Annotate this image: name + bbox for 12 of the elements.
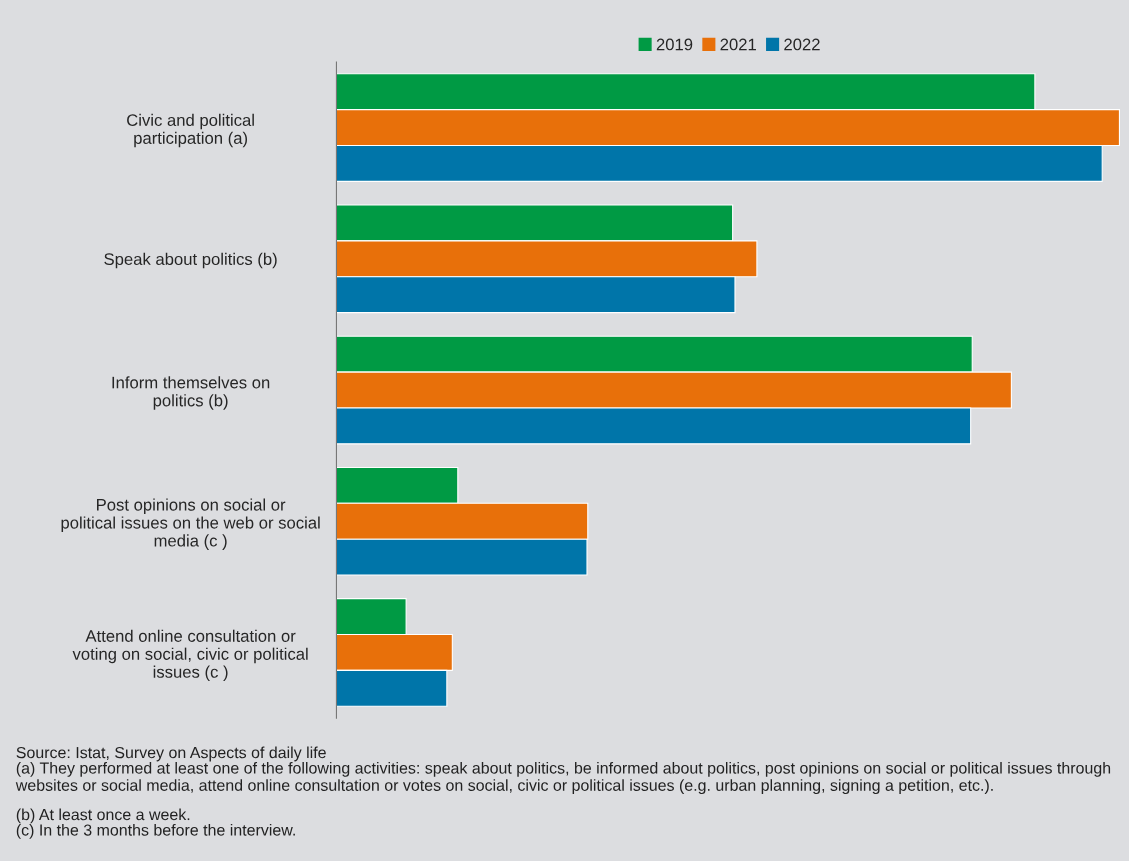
- text: (c) In the 3 months before the interview.: [16, 823, 295, 839]
- legend-label: 2022: [784, 38, 820, 51]
- y-tick-label: Post opinions on social or political issues on the web or social media (c ): [61, 498, 320, 550]
- y-tick-label: Speak about politics (b): [104, 252, 277, 269]
- y-tick-label: Civic and political participation (a): [127, 113, 254, 148]
- source-note: Source: Istat, Survey on Aspects of daily life: [16, 746, 326, 762]
- legend-label: 2021: [720, 38, 756, 51]
- text: (b) At least once a week.: [16, 808, 190, 824]
- legend-label: 2019: [656, 38, 693, 51]
- y-tick-label: Attend online consultation or voting on social, civic or political issues (c ): [72, 629, 308, 682]
- y-tick-label: Inform themselves on politics (b): [112, 376, 270, 410]
- text: (a) They performed at least one of the following activities: speak about politics, be informed about politics, post opinions on social or political issues through websites or social media, attend online consultation or votes on social, civic or political issues (e.g. urban planning, signing a petition, etc.).: [15, 761, 1111, 795]
